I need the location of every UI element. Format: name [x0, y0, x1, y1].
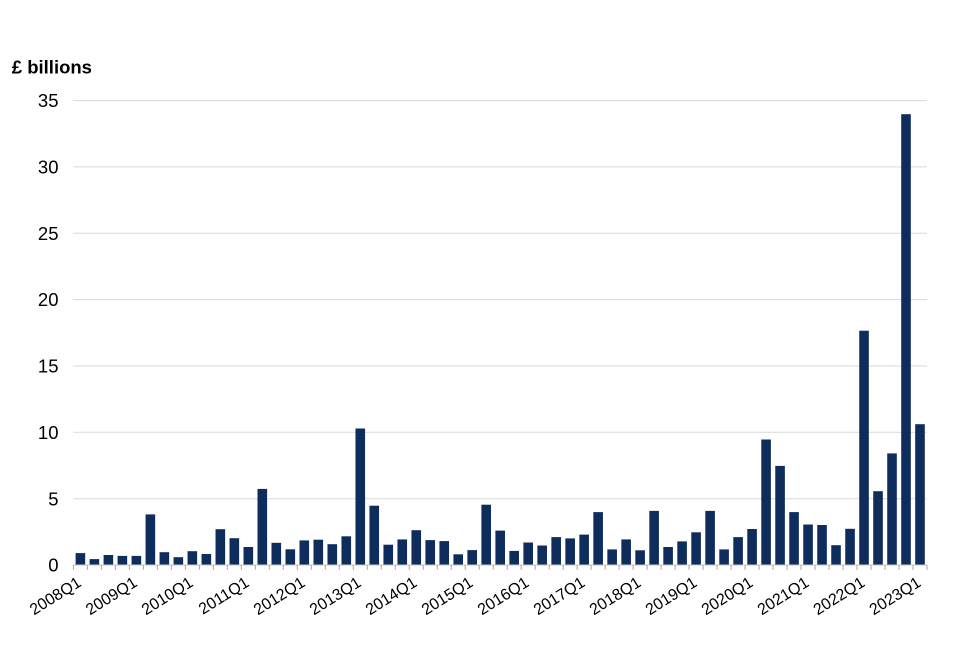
- svg-text:£ billions: £ billions: [12, 57, 92, 78]
- svg-text:5: 5: [48, 488, 58, 509]
- svg-text:25: 25: [38, 223, 59, 244]
- svg-text:20: 20: [38, 289, 59, 310]
- svg-text:0: 0: [48, 555, 58, 576]
- svg-text:35: 35: [38, 90, 59, 111]
- svg-text:15: 15: [38, 356, 59, 377]
- svg-text:30: 30: [38, 157, 59, 178]
- svg-text:10: 10: [38, 422, 59, 443]
